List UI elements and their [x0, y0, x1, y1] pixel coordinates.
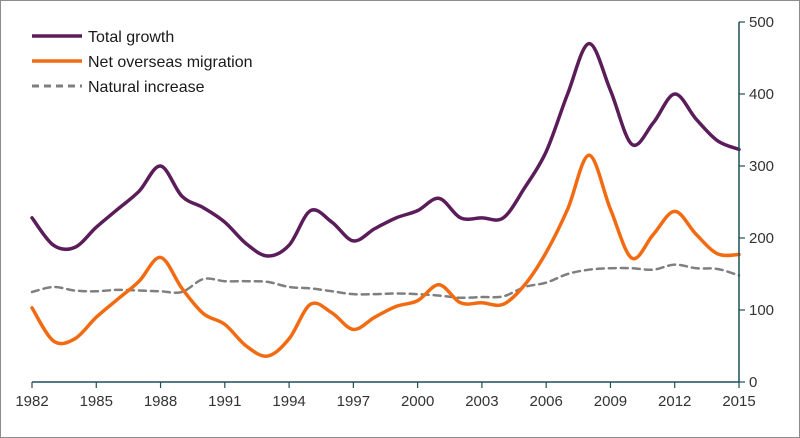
y-tick-label: 100 — [749, 302, 774, 319]
legend-label-natural-increase: Natural increase — [88, 79, 205, 96]
y-tick-label: 500 — [749, 14, 774, 31]
x-tick-label: 2006 — [529, 393, 562, 410]
x-tick-label: 1994 — [272, 393, 305, 410]
x-tick-label: 1997 — [337, 393, 370, 410]
legend-label-total-growth: Total growth — [88, 29, 174, 46]
x-tick-label: 1988 — [144, 393, 177, 410]
axes-layer: 1982 1985 1988 1991 1994 1997 2000 2003 2006 2009… — [15, 14, 774, 410]
x-tick-label: 1982 — [15, 393, 48, 410]
legend-item-total-growth: Total growth — [32, 29, 174, 46]
x-tick-label: 2000 — [401, 393, 434, 410]
legend: Total growth Net overseas migration Natu… — [32, 29, 253, 96]
x-tick-label: 2015 — [722, 393, 755, 410]
y-tick-label: 300 — [749, 158, 774, 175]
series-line-natural-increase — [30, 263, 741, 300]
x-tick-label: 2012 — [658, 393, 691, 410]
legend-item-natural-increase: Natural increase — [32, 79, 205, 96]
y-tick-label: 0 — [749, 374, 757, 391]
legend-item-net-overseas-migration: Net overseas migration — [32, 54, 253, 71]
x-tick-label: 1991 — [208, 393, 241, 410]
y-tick-label: 200 — [749, 230, 774, 247]
x-tick-label: 2009 — [594, 393, 627, 410]
y-tick-label: 400 — [749, 86, 774, 103]
x-tick-label: 1985 — [80, 393, 113, 410]
series-line-net-overseas-migration — [30, 153, 741, 358]
series-layer — [30, 41, 741, 358]
x-tick-label: 2003 — [465, 393, 498, 410]
legend-label-net-overseas-migration: Net overseas migration — [88, 54, 253, 71]
series-line-total-growth — [30, 41, 741, 258]
